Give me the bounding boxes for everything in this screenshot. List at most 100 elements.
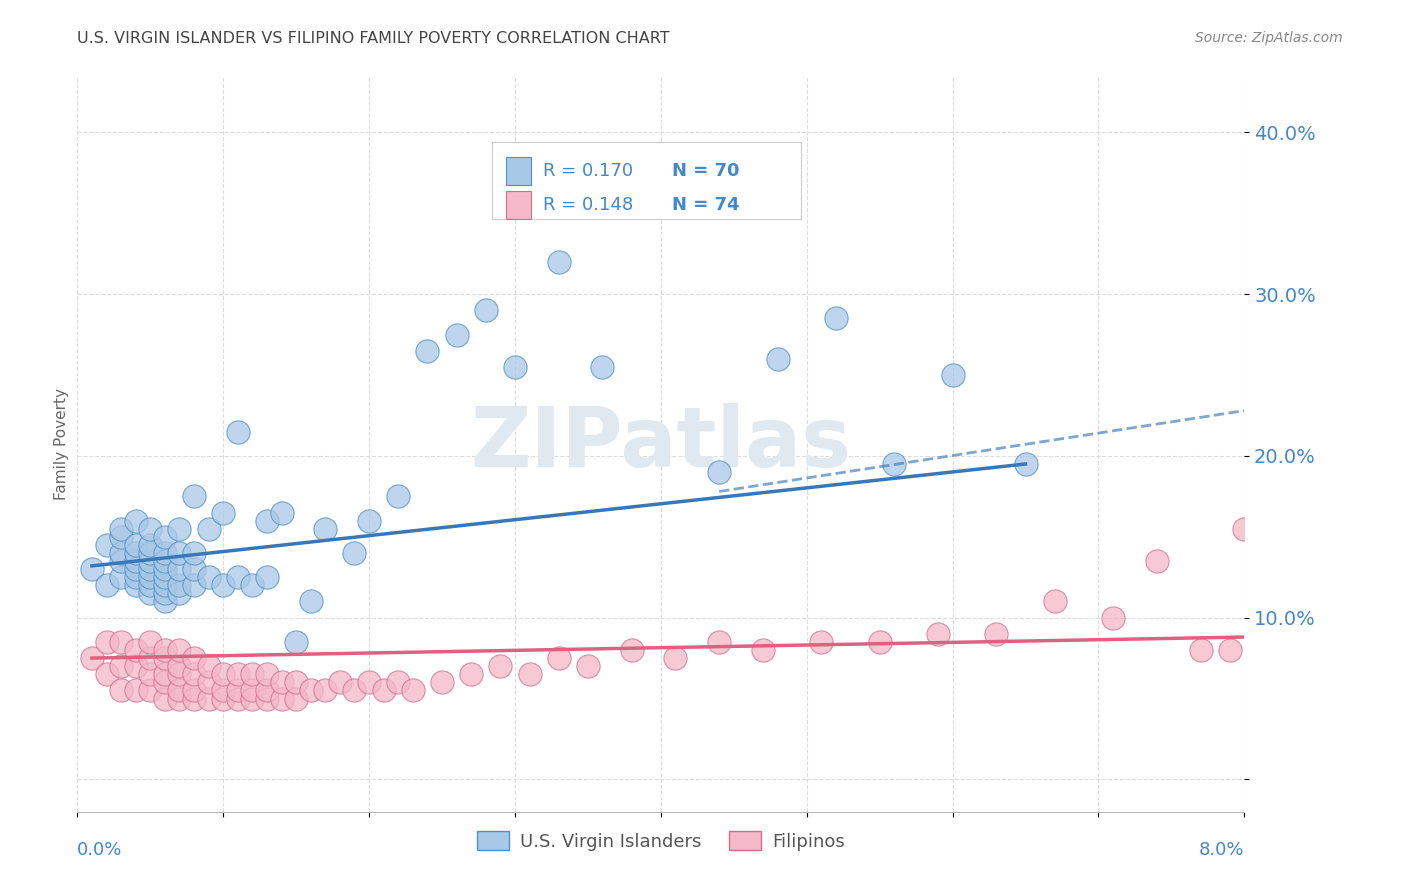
Point xyxy=(416,343,439,358)
Text: R = 0.148: R = 0.148 xyxy=(543,196,633,214)
Point xyxy=(139,562,162,576)
Point xyxy=(139,554,162,568)
Point xyxy=(169,546,191,560)
Point xyxy=(226,683,249,698)
Point xyxy=(212,506,235,520)
Text: 8.0%: 8.0% xyxy=(1199,841,1244,859)
Point xyxy=(256,570,278,584)
Point xyxy=(183,489,205,503)
Point xyxy=(373,683,395,698)
Point xyxy=(153,554,176,568)
Point xyxy=(314,683,336,698)
Point xyxy=(270,675,292,690)
Point xyxy=(824,311,846,326)
Point xyxy=(256,691,278,706)
Point xyxy=(1146,554,1168,568)
Point xyxy=(256,514,278,528)
Point xyxy=(153,530,176,544)
Point xyxy=(139,570,162,584)
Point xyxy=(446,327,468,342)
Point xyxy=(299,683,322,698)
Point xyxy=(636,190,658,204)
Point xyxy=(986,627,1008,641)
Point xyxy=(1233,522,1256,536)
Point xyxy=(169,691,191,706)
Point xyxy=(402,683,425,698)
Point xyxy=(883,457,905,471)
Point xyxy=(810,635,832,649)
Point xyxy=(460,667,482,681)
Point xyxy=(547,255,569,269)
Legend: U.S. Virgin Islanders, Filipinos: U.S. Virgin Islanders, Filipinos xyxy=(470,824,852,858)
Point xyxy=(1189,643,1212,657)
Point xyxy=(212,578,235,592)
Point xyxy=(183,546,205,560)
Point xyxy=(169,586,191,600)
Point xyxy=(212,667,235,681)
Point xyxy=(124,659,148,673)
Point xyxy=(329,675,352,690)
Point xyxy=(124,562,148,576)
Point xyxy=(256,683,278,698)
Point xyxy=(110,546,132,560)
Point xyxy=(226,425,249,439)
Point xyxy=(299,594,322,608)
Point xyxy=(474,303,498,318)
Point xyxy=(183,562,205,576)
Point xyxy=(242,578,264,592)
Point xyxy=(153,570,176,584)
Point xyxy=(169,522,191,536)
FancyBboxPatch shape xyxy=(506,157,531,186)
Point xyxy=(285,635,308,649)
Text: R = 0.170: R = 0.170 xyxy=(543,162,633,180)
Point xyxy=(183,683,205,698)
Point xyxy=(256,667,278,681)
Point xyxy=(197,570,219,584)
Point xyxy=(110,570,132,584)
Point xyxy=(153,643,176,657)
Point xyxy=(387,489,409,503)
Point xyxy=(242,683,264,698)
Point xyxy=(80,562,103,576)
Point xyxy=(124,538,148,552)
Point xyxy=(110,635,132,649)
Point xyxy=(183,691,205,706)
Point xyxy=(766,351,789,366)
Point xyxy=(124,570,148,584)
Point xyxy=(124,554,148,568)
FancyBboxPatch shape xyxy=(506,192,531,219)
Point xyxy=(270,506,292,520)
Point xyxy=(183,578,205,592)
Point xyxy=(357,675,380,690)
Point xyxy=(153,562,176,576)
Point xyxy=(752,643,775,657)
Point xyxy=(169,578,191,592)
Point xyxy=(139,667,162,681)
Point xyxy=(343,683,366,698)
Text: Source: ZipAtlas.com: Source: ZipAtlas.com xyxy=(1195,31,1343,45)
Point xyxy=(285,675,308,690)
Point xyxy=(139,683,162,698)
Point xyxy=(197,659,219,673)
Point xyxy=(124,546,148,560)
Point xyxy=(153,691,176,706)
FancyBboxPatch shape xyxy=(492,142,801,219)
Point xyxy=(942,368,965,382)
Point xyxy=(242,691,264,706)
Point xyxy=(183,651,205,665)
Point xyxy=(285,691,308,706)
Point xyxy=(519,667,541,681)
Point xyxy=(503,359,526,374)
Point xyxy=(96,578,118,592)
Point xyxy=(1102,610,1125,624)
Point xyxy=(212,683,235,698)
Point xyxy=(139,586,162,600)
Point xyxy=(1043,594,1066,608)
Text: N = 70: N = 70 xyxy=(672,162,740,180)
Point xyxy=(709,465,731,479)
Point xyxy=(169,659,191,673)
Point xyxy=(430,675,453,690)
Point xyxy=(139,635,162,649)
Point xyxy=(139,522,162,536)
Point xyxy=(153,651,176,665)
